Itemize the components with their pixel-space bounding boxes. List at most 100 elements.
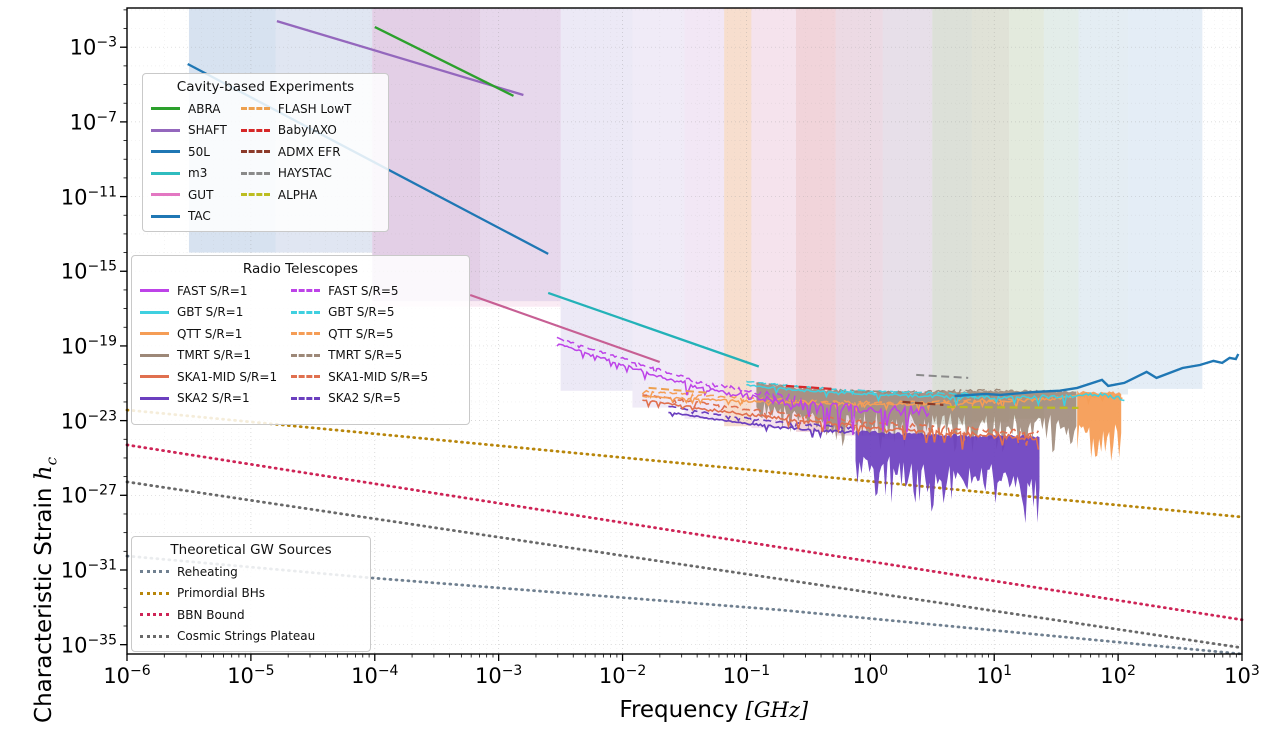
y-tick-label: 10−23	[60, 408, 117, 434]
legend-item-cosmic-strings-plateau: Cosmic Strings Plateau	[140, 626, 315, 648]
legend-swatch-solid	[151, 107, 180, 111]
legend-item-label: ABRA	[188, 101, 221, 116]
x-tick-label: 102	[1100, 663, 1136, 688]
legend-item-label: FLASH LowT	[277, 101, 352, 116]
legend-swatch-solid	[140, 332, 169, 336]
band-17	[1078, 8, 1129, 395]
legend-item-gbt-s-r-1: GBT S/R=1	[140, 302, 277, 324]
series-fill-qtt-high-f-fill	[1077, 390, 1122, 461]
series-shaft	[276, 19, 524, 97]
band-9	[751, 8, 796, 429]
legend-item-qtt-s-r-1: QTT S/R=1	[140, 323, 277, 345]
x-tick-label: 100	[852, 663, 889, 688]
series-qtt-s-r-5	[641, 389, 1059, 412]
legend-item-label: Cosmic Strings Plateau	[177, 629, 316, 644]
series-primordial-bhs	[125, 408, 1244, 519]
legend-item-label: FAST S/R=5	[328, 283, 399, 298]
legend-swatch-solid	[151, 214, 180, 218]
legend-item-label: TMRT S/R=1	[177, 348, 251, 363]
legend-swatch-dotted	[140, 591, 169, 595]
legend-item-label: GBT S/R=1	[177, 305, 244, 320]
legend-swatch-solid	[140, 375, 169, 379]
legend-item-label: ALPHA	[277, 187, 318, 202]
series-gbt-s-r-1	[746, 384, 1125, 408]
series-m3	[547, 291, 760, 368]
legend-item-label: QTT S/R=5	[328, 326, 394, 341]
band-10	[796, 8, 836, 432]
legend-item-fast-s-r-1: FAST S/R=1	[140, 280, 277, 302]
band-5	[560, 8, 633, 391]
x-tick-label: 103	[1224, 663, 1260, 688]
y-tick-label: 10−35	[60, 632, 117, 658]
legend-item-tac: TAC	[151, 206, 227, 228]
legend-item-label: Primordial BHs	[177, 586, 266, 601]
series-alpha	[947, 405, 1079, 409]
legend-item-admx-efr: ADMX EFR	[240, 141, 352, 163]
x-tick-label: 10−2	[598, 663, 647, 688]
legend-item-primordial-bhs: Primordial BHs	[140, 583, 315, 605]
legend-swatch-dashed	[291, 289, 321, 293]
series-fast-s-r-1	[556, 343, 930, 436]
series-qtt-s-r-1	[642, 392, 1123, 413]
series-ska1-mid-s-r-1	[642, 399, 1040, 450]
legend-swatch-dashed	[291, 375, 321, 379]
legend-item-label: BabyIAXO	[277, 123, 337, 138]
series-fill-ska2-s-r-1-fill	[855, 430, 1040, 524]
series-gut	[469, 293, 661, 364]
x-tick-label: 10−6	[103, 663, 151, 688]
legend-swatch-solid	[151, 128, 180, 132]
legend-item-label: FAST S/R=1	[177, 283, 248, 298]
legend-item-50l: 50L	[151, 141, 227, 163]
y-tick-label: 10−15	[60, 258, 117, 284]
legend-item-label: SKA2 S/R=1	[177, 391, 250, 406]
y-axis-label-text: Characteristic Strain	[31, 487, 57, 723]
legend-item-label: SKA1-MID S/R=1	[177, 369, 278, 384]
legend-item-ska2-s-r-1: SKA2 S/R=1	[140, 388, 277, 410]
series-bbn-bound	[125, 443, 1244, 622]
legend-swatch-solid	[151, 193, 180, 197]
legend-swatch-solid	[140, 396, 169, 400]
legend-item-label: ADMX EFR	[277, 144, 341, 159]
legend-item-fast-s-r-5: FAST S/R=5	[291, 280, 428, 302]
legend-item-ska1-mid-s-r-5: SKA1-MID S/R=5	[291, 366, 428, 388]
legend-item-tmrt-s-r-5: TMRT S/R=5	[291, 345, 428, 367]
legend-item-label: 50L	[188, 144, 210, 159]
band-18	[1128, 8, 1203, 389]
legend-item-label: HAYSTAC	[277, 166, 332, 181]
band-13	[932, 8, 972, 425]
legend-swatch-dashed	[291, 332, 321, 336]
series-babyiaxo	[786, 384, 832, 390]
band-4	[480, 8, 561, 302]
legend-item-label: TAC	[188, 209, 211, 224]
legend-swatch-dashed	[291, 353, 321, 357]
series-cosmic-strings-plateau	[125, 480, 1244, 650]
legend-item-label: SKA1-MID S/R=5	[328, 369, 429, 384]
legend-swatch-solid	[140, 353, 169, 357]
x-tick-label: 10−3	[474, 663, 523, 688]
plot-frame	[126, 7, 1243, 655]
legend-item-flash-lowt: FLASH LowT	[240, 98, 352, 120]
x-tick-label: 10−4	[351, 663, 399, 688]
legend-swatch-dashed	[240, 150, 270, 154]
legend-swatch-solid	[140, 289, 169, 293]
x-axis-unit: [GHz]	[745, 698, 809, 722]
legend-item-haystac: HAYSTAC	[240, 163, 352, 185]
y-tick-label: 10−11	[60, 184, 117, 210]
legend-title-cavity: Cavity-based Experiments	[176, 79, 355, 95]
y-tick-label: 10−7	[69, 109, 117, 135]
band-12	[882, 8, 933, 440]
legend-title-gw: Theoretical GW Sources	[170, 542, 332, 558]
legend-item-label: BBN Bound	[177, 607, 245, 622]
legend-swatch-dotted	[140, 613, 169, 617]
series-abra	[374, 25, 515, 97]
series-haystac	[916, 373, 969, 379]
legend-item-label: QTT S/R=1	[177, 326, 243, 341]
band-11	[835, 8, 883, 436]
band-2	[372, 8, 481, 302]
y-tick-label: 10−3	[69, 34, 117, 60]
band-6	[632, 8, 685, 408]
x-axis-label-text: Frequency	[619, 697, 739, 723]
legend-swatch-dashed	[240, 193, 270, 197]
legend-swatch-solid	[151, 171, 180, 175]
series-fill-tmrt-s-r-1-fill	[756, 382, 1077, 453]
